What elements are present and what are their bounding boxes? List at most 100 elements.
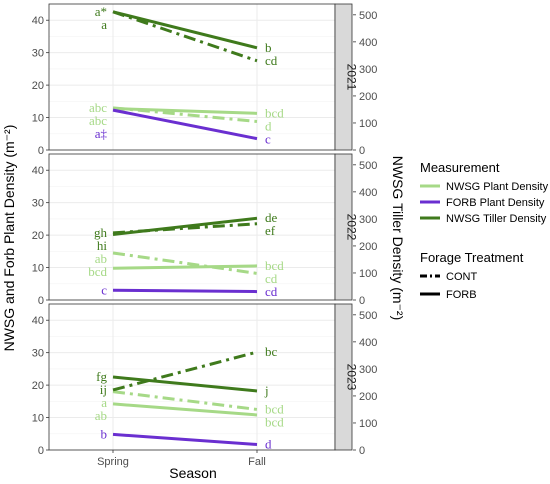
series-line	[112, 264, 258, 270]
y-tick-label: 20	[32, 230, 44, 242]
y-tick-label: 0	[38, 445, 44, 457]
series-line	[112, 288, 258, 294]
significance-letter: abc	[89, 113, 107, 128]
y-tick-label: 30	[32, 348, 44, 360]
y2-tick-label: 100	[359, 118, 377, 130]
y-tick-label: 30	[32, 48, 44, 60]
y2-tick-label: 0	[359, 145, 365, 157]
significance-letter: a	[101, 395, 107, 410]
y-tick-label: 40	[32, 15, 44, 27]
y2-tick-label: 200	[359, 241, 377, 253]
y2-tick-label: 400	[359, 37, 377, 49]
series-line	[112, 402, 258, 417]
panel-background	[49, 304, 335, 450]
y-tick-label: 10	[32, 413, 44, 425]
facet-strip-label: 2022	[345, 214, 359, 241]
significance-letter: d	[265, 436, 272, 451]
series-line	[112, 10, 258, 63]
legend-label: NWSG Tiller Density	[446, 213, 547, 225]
y2-axis-title: NWSG Tiller Density (m⁻²)	[390, 156, 406, 321]
significance-letter: d	[265, 118, 272, 133]
significance-letter: de	[265, 210, 278, 225]
y2-tick-label: 100	[359, 418, 377, 430]
panel-2021: 20210102030400100200300400500a*cdababcda…	[32, 3, 377, 157]
legend-label: FORB Plant Density	[446, 197, 545, 209]
significance-letter: bcd	[265, 414, 284, 429]
y-tick-label: 0	[38, 145, 44, 157]
legend-title-treatment: Forage Treatment	[420, 250, 524, 265]
significance-letter: abc	[89, 100, 107, 115]
series-line	[112, 106, 258, 115]
x-axis-title: Season	[169, 465, 216, 481]
significance-letter: c	[265, 131, 271, 146]
significance-letter: bcd	[265, 401, 284, 416]
y2-tick-label: 100	[359, 268, 377, 280]
y2-tick-label: 200	[359, 91, 377, 103]
y2-tick-label: 400	[359, 337, 377, 349]
significance-letter: ij	[100, 382, 107, 397]
significance-letter: ab	[95, 408, 107, 423]
facet-strip-label: 2021	[345, 64, 359, 91]
y2-tick-label: 500	[359, 160, 377, 172]
significance-letter: j	[264, 383, 269, 398]
series-line	[112, 432, 258, 446]
y-tick-label: 40	[32, 165, 44, 177]
significance-letter: bc	[265, 344, 278, 359]
y-tick-label: 0	[38, 295, 44, 307]
series-line	[112, 375, 258, 393]
y-tick-label: 10	[32, 263, 44, 275]
significance-letter: cd	[265, 271, 278, 286]
y2-tick-label: 300	[359, 64, 377, 76]
y-axis-title: NWSG and Forb Plant Density (m⁻²)	[1, 125, 17, 352]
significance-letter: ab	[95, 251, 107, 266]
significance-letter: b	[101, 426, 108, 441]
facet-panels: 20210102030400100200300400500a*cdababcda…	[32, 3, 377, 468]
legend-label: CONT	[446, 271, 477, 283]
y2-tick-label: 0	[359, 445, 365, 457]
y2-tick-label: 300	[359, 214, 377, 226]
significance-letter: bcd	[265, 105, 284, 120]
y2-tick-label: 300	[359, 364, 377, 376]
x-tick-label: Spring	[97, 456, 129, 468]
y2-tick-label: 400	[359, 187, 377, 199]
panel-background	[49, 4, 335, 150]
significance-letter: cd	[265, 284, 278, 299]
y-tick-label: 40	[32, 315, 44, 327]
x-axis: Spring Fall	[97, 450, 266, 468]
legend-title-measurement: Measurement	[420, 160, 500, 175]
significance-letter: fg	[96, 369, 107, 384]
significance-letter: bcd	[265, 258, 284, 273]
significance-letter: cd	[265, 53, 278, 68]
legend-label: FORB	[446, 289, 477, 301]
y-tick-label: 20	[32, 380, 44, 392]
significance-letter: hi	[97, 238, 108, 253]
significance-letter: c	[101, 282, 107, 297]
series-line	[112, 216, 258, 236]
significance-letter: a‡	[95, 126, 108, 141]
facet-strip	[334, 3, 353, 151]
facet-strip	[334, 303, 353, 451]
y-tick-label: 30	[32, 198, 44, 210]
significance-letter: gh	[94, 225, 108, 240]
significance-letter: a	[101, 17, 107, 32]
facet-strip	[334, 153, 353, 301]
y-tick-label: 10	[32, 113, 44, 125]
legend: Measurement NWSG Plant Density FORB Plant …	[420, 160, 549, 301]
significance-letter: b	[265, 40, 272, 55]
y2-tick-label: 500	[359, 310, 377, 322]
y-tick-label: 20	[32, 80, 44, 92]
facet-strip-label: 2023	[345, 364, 359, 391]
series-line	[112, 108, 258, 141]
y2-tick-label: 500	[359, 10, 377, 22]
y2-tick-label: 200	[359, 391, 377, 403]
legend-label: NWSG Plant Density	[446, 181, 549, 193]
series-line	[112, 10, 258, 50]
significance-letter: bcd	[88, 264, 107, 279]
significance-letter: a*	[95, 4, 107, 19]
significance-letter: ef	[265, 223, 276, 238]
y2-tick-label: 0	[359, 295, 365, 307]
x-tick-label: Fall	[248, 456, 266, 468]
